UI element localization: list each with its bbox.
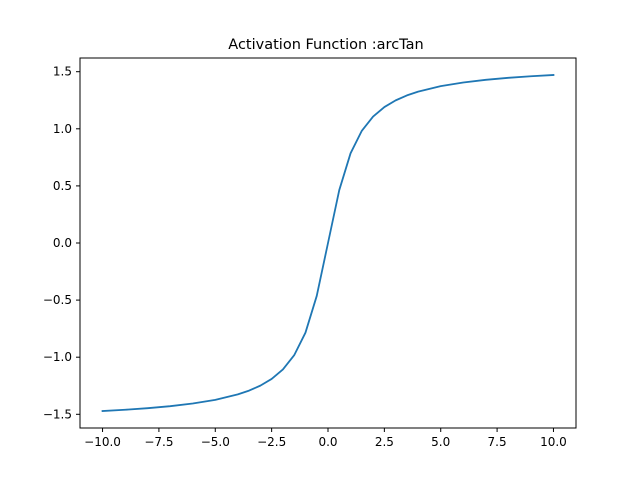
x-tick-label: −10.0: [84, 435, 121, 449]
plot-frame: [79, 57, 577, 429]
series-line-0: [101, 74, 555, 412]
y-axis-ticks: 1.5 1.0 0.5 0.0 −0.5 −1.0 −1.5: [43, 65, 80, 421]
y-tick-label: 0.0: [53, 236, 72, 250]
y-tick-label: −0.5: [43, 293, 72, 307]
y-tick-label: −1.5: [43, 407, 72, 421]
chart-title: Activation Function :arcTan: [228, 37, 423, 53]
x-tick-label: −2.5: [257, 435, 286, 449]
x-tick-label: 0.0: [318, 435, 337, 449]
series-layer: [101, 74, 555, 412]
y-tick-label: −1.0: [43, 350, 72, 364]
y-tick-label: 0.5: [53, 179, 72, 193]
y-tick-label: 1.5: [53, 65, 72, 79]
x-tick-label: 7.5: [488, 435, 507, 449]
x-tick-label: 10.0: [540, 435, 567, 449]
x-tick-label: −7.5: [144, 435, 173, 449]
x-axis-ticks: −10.0 −7.5 −5.0 −2.5 0.0 2.5 5.0 7.5 10.0: [84, 428, 567, 449]
x-tick-label: 5.0: [431, 435, 450, 449]
y-tick-label: 1.0: [53, 122, 72, 136]
x-tick-label: 2.5: [375, 435, 394, 449]
x-tick-label: −5.0: [201, 435, 230, 449]
